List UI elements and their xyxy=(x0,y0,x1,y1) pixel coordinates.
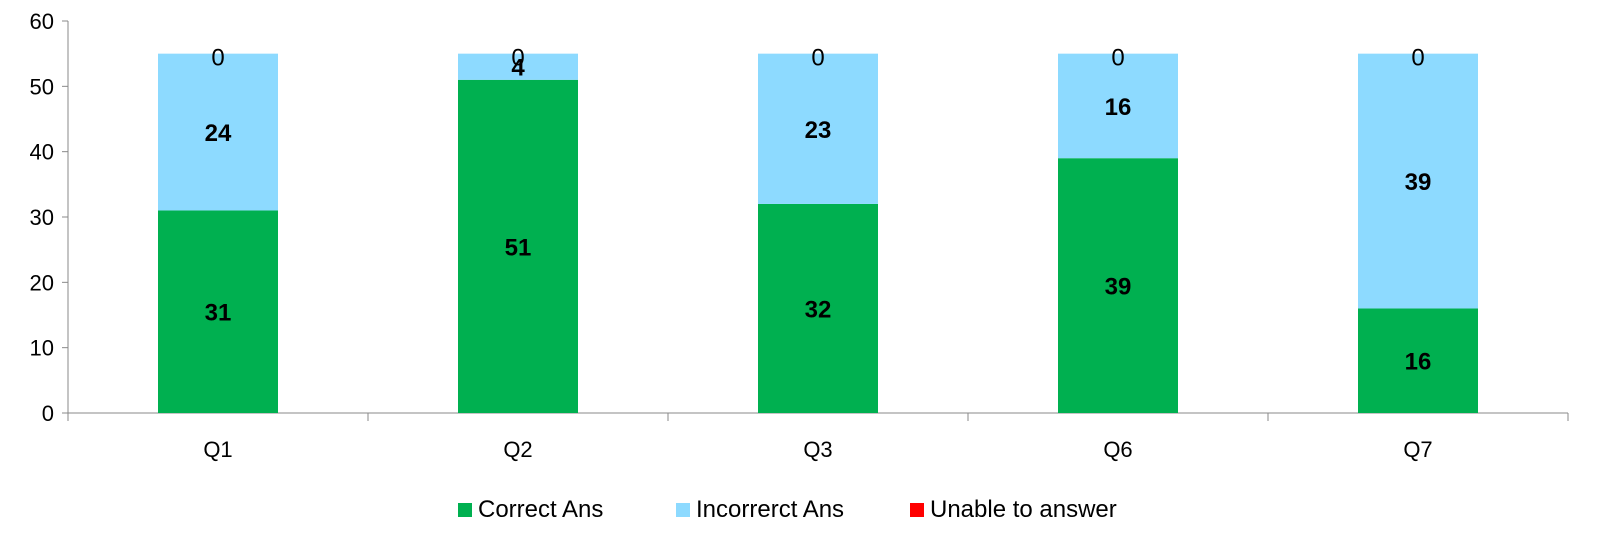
legend-label-correct-ans: Correct Ans xyxy=(478,496,603,523)
x-tick-label: Q1 xyxy=(203,437,232,462)
bar-q3-correct-ans xyxy=(758,203,878,413)
data-label-q2-correct-ans: 51 xyxy=(505,234,532,261)
y-tick-label: 20 xyxy=(30,270,54,295)
data-label-q1-incorrerct-ans: 24 xyxy=(205,120,232,147)
data-label-q7-incorrerct-ans: 39 xyxy=(1405,169,1432,196)
bar-q7-correct-ans xyxy=(1358,308,1478,413)
legend-swatch-incorrerct-ans xyxy=(676,503,690,517)
y-tick-label: 60 xyxy=(30,9,54,34)
y-tick-label: 30 xyxy=(30,205,54,230)
data-label-q3-incorrerct-ans: 23 xyxy=(805,117,832,144)
data-label-q1-unable-to-answer: 0 xyxy=(211,45,224,72)
data-label-q2-incorrerct-ans: 4 xyxy=(511,55,525,82)
data-label-q1-correct-ans: 31 xyxy=(205,300,232,327)
x-tick-label: Q6 xyxy=(1103,437,1132,462)
data-label-q7-unable-to-answer: 0 xyxy=(1411,45,1424,72)
x-tick-label: Q3 xyxy=(803,437,832,462)
bar-q6-correct-ans xyxy=(1058,158,1178,413)
x-tick-label: Q2 xyxy=(503,437,532,462)
x-tick-label: Q7 xyxy=(1403,437,1432,462)
y-tick-label: 0 xyxy=(42,401,54,426)
data-label-q3-unable-to-answer: 0 xyxy=(811,45,824,72)
data-label-q3-correct-ans: 32 xyxy=(805,296,832,323)
bar-q3-incorrerct-ans xyxy=(758,53,878,204)
data-label-q6-correct-ans: 39 xyxy=(1105,274,1132,301)
bar-q1-correct-ans xyxy=(158,210,278,413)
data-label-q7-correct-ans: 16 xyxy=(1405,349,1432,376)
bar-q6-incorrerct-ans xyxy=(1058,53,1178,159)
legend-swatch-unable-to-answer xyxy=(910,503,924,517)
bar-q7-incorrerct-ans xyxy=(1358,53,1478,309)
bar-q2-incorrerct-ans xyxy=(458,53,578,80)
bar-q2-correct-ans xyxy=(458,79,578,414)
y-tick-label: 40 xyxy=(30,140,54,165)
legend-swatch-correct-ans xyxy=(458,503,472,517)
legend-label-incorrerct-ans: Incorrerct Ans xyxy=(696,496,844,523)
data-label-q2-unable-to-answer: 0 xyxy=(511,45,524,72)
y-tick-label: 50 xyxy=(30,74,54,99)
data-label-q6-unable-to-answer: 0 xyxy=(1111,45,1124,72)
bar-q1-incorrerct-ans xyxy=(158,53,278,211)
legend-label-unable-to-answer: Unable to answer xyxy=(930,496,1117,523)
y-tick-label: 10 xyxy=(30,336,54,361)
data-label-q6-incorrerct-ans: 16 xyxy=(1105,94,1132,121)
